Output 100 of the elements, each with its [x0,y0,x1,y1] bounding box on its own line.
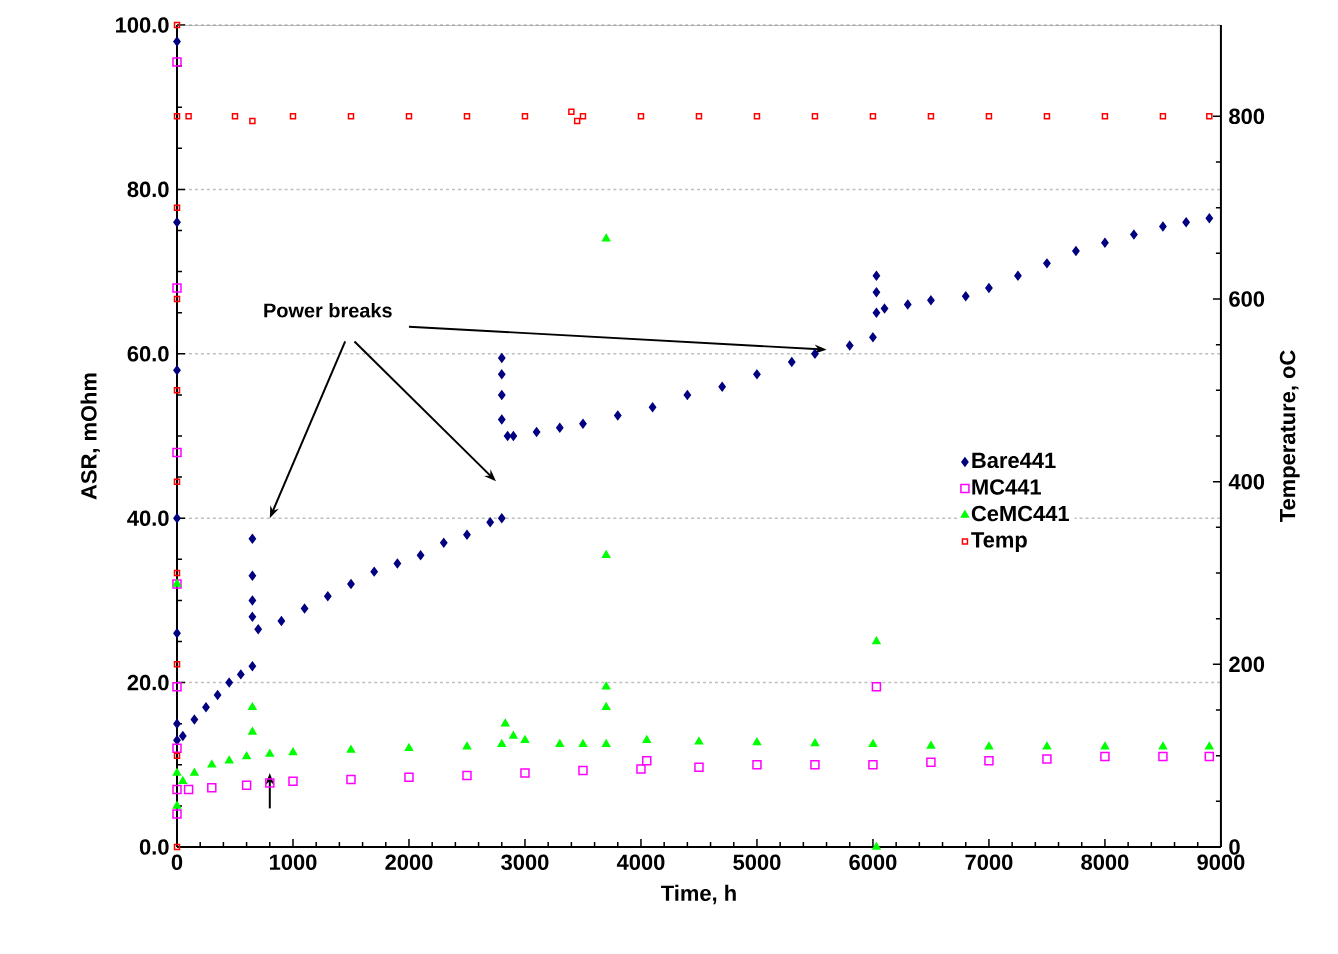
x-tick-label: 7000 [965,854,1013,871]
point [601,550,611,558]
point [573,117,581,125]
point [578,739,588,747]
x-tick-label: 6000 [849,854,897,871]
point [224,755,234,764]
point [568,108,575,116]
point [985,113,993,120]
point [173,661,181,668]
point [642,755,652,766]
point [927,113,935,120]
point [463,113,471,120]
point [1158,741,1168,750]
x-tick-label: 4000 [616,854,665,871]
point [207,760,217,768]
y-axis-title: ASR, mOhm [80,373,100,500]
legend-label: Temp [971,532,1027,552]
point [642,735,651,743]
point [1206,113,1213,120]
point [190,768,199,776]
x-tick-label: 1000 [269,854,317,871]
point [872,636,881,645]
point [1158,751,1168,762]
point [811,113,819,120]
point [172,784,182,795]
point [1042,754,1052,764]
point [173,295,181,303]
point [501,718,510,727]
point [248,727,257,735]
point [1204,751,1215,762]
point [172,809,182,819]
point [346,745,356,753]
point [207,783,217,793]
point [555,739,564,747]
point [1205,741,1214,750]
x-tick-label: 9000 [1197,854,1245,871]
point [172,283,182,293]
point [173,204,181,211]
annotation: Power breaks [264,302,392,318]
point [868,760,878,770]
point [521,113,529,120]
point [871,681,882,692]
point [404,743,414,752]
point [289,113,297,120]
point [1043,113,1051,120]
point [520,735,530,743]
point [173,21,181,29]
x-tick-label: 0 [171,854,183,871]
y2-axis-title: Temperature, oC [1279,350,1300,523]
y-tick-label: 20.0 [127,674,169,691]
point [601,681,611,690]
point [694,762,704,773]
point [509,731,518,739]
point [1100,751,1110,762]
point [1100,741,1110,750]
point [242,751,251,760]
point [984,755,994,766]
x-tick-label: 3000 [501,854,549,871]
y-tick-label: 60.0 [127,346,169,362]
point [173,569,181,577]
point [241,780,252,791]
point [288,776,298,786]
point [1159,113,1167,120]
point [601,233,611,242]
point [601,702,611,711]
point [288,747,298,756]
x-axis-title: Time, h [661,884,736,905]
y-tick-label: 80.0 [127,181,169,198]
point [694,737,704,745]
legend-label: MC441 [972,479,1041,495]
point [601,739,611,747]
point [520,768,530,778]
point [178,776,188,784]
point [462,770,472,781]
point [347,113,355,120]
y2-tick-label: 200 [1229,656,1265,673]
legend-label: CeMC441 [971,505,1069,522]
point [405,113,413,120]
point [868,739,878,747]
point [185,113,192,120]
legend-label: Bare441 [972,452,1056,469]
point [172,681,182,692]
point [172,768,182,776]
y-tick-label: 40.0 [127,510,169,526]
point [578,765,588,776]
point [173,113,181,120]
point [752,737,762,746]
x-tick-label: 8000 [1081,854,1129,871]
point [172,743,182,754]
point [346,774,356,785]
point [462,741,472,750]
point [753,113,761,120]
y2-tick-label: 0 [1229,839,1240,855]
point [1101,113,1109,120]
point [172,801,182,809]
x-tick-label: 2000 [385,854,433,871]
point [172,57,182,67]
point [404,772,414,782]
y2-tick-label: 400 [1228,473,1265,490]
point [872,842,881,850]
